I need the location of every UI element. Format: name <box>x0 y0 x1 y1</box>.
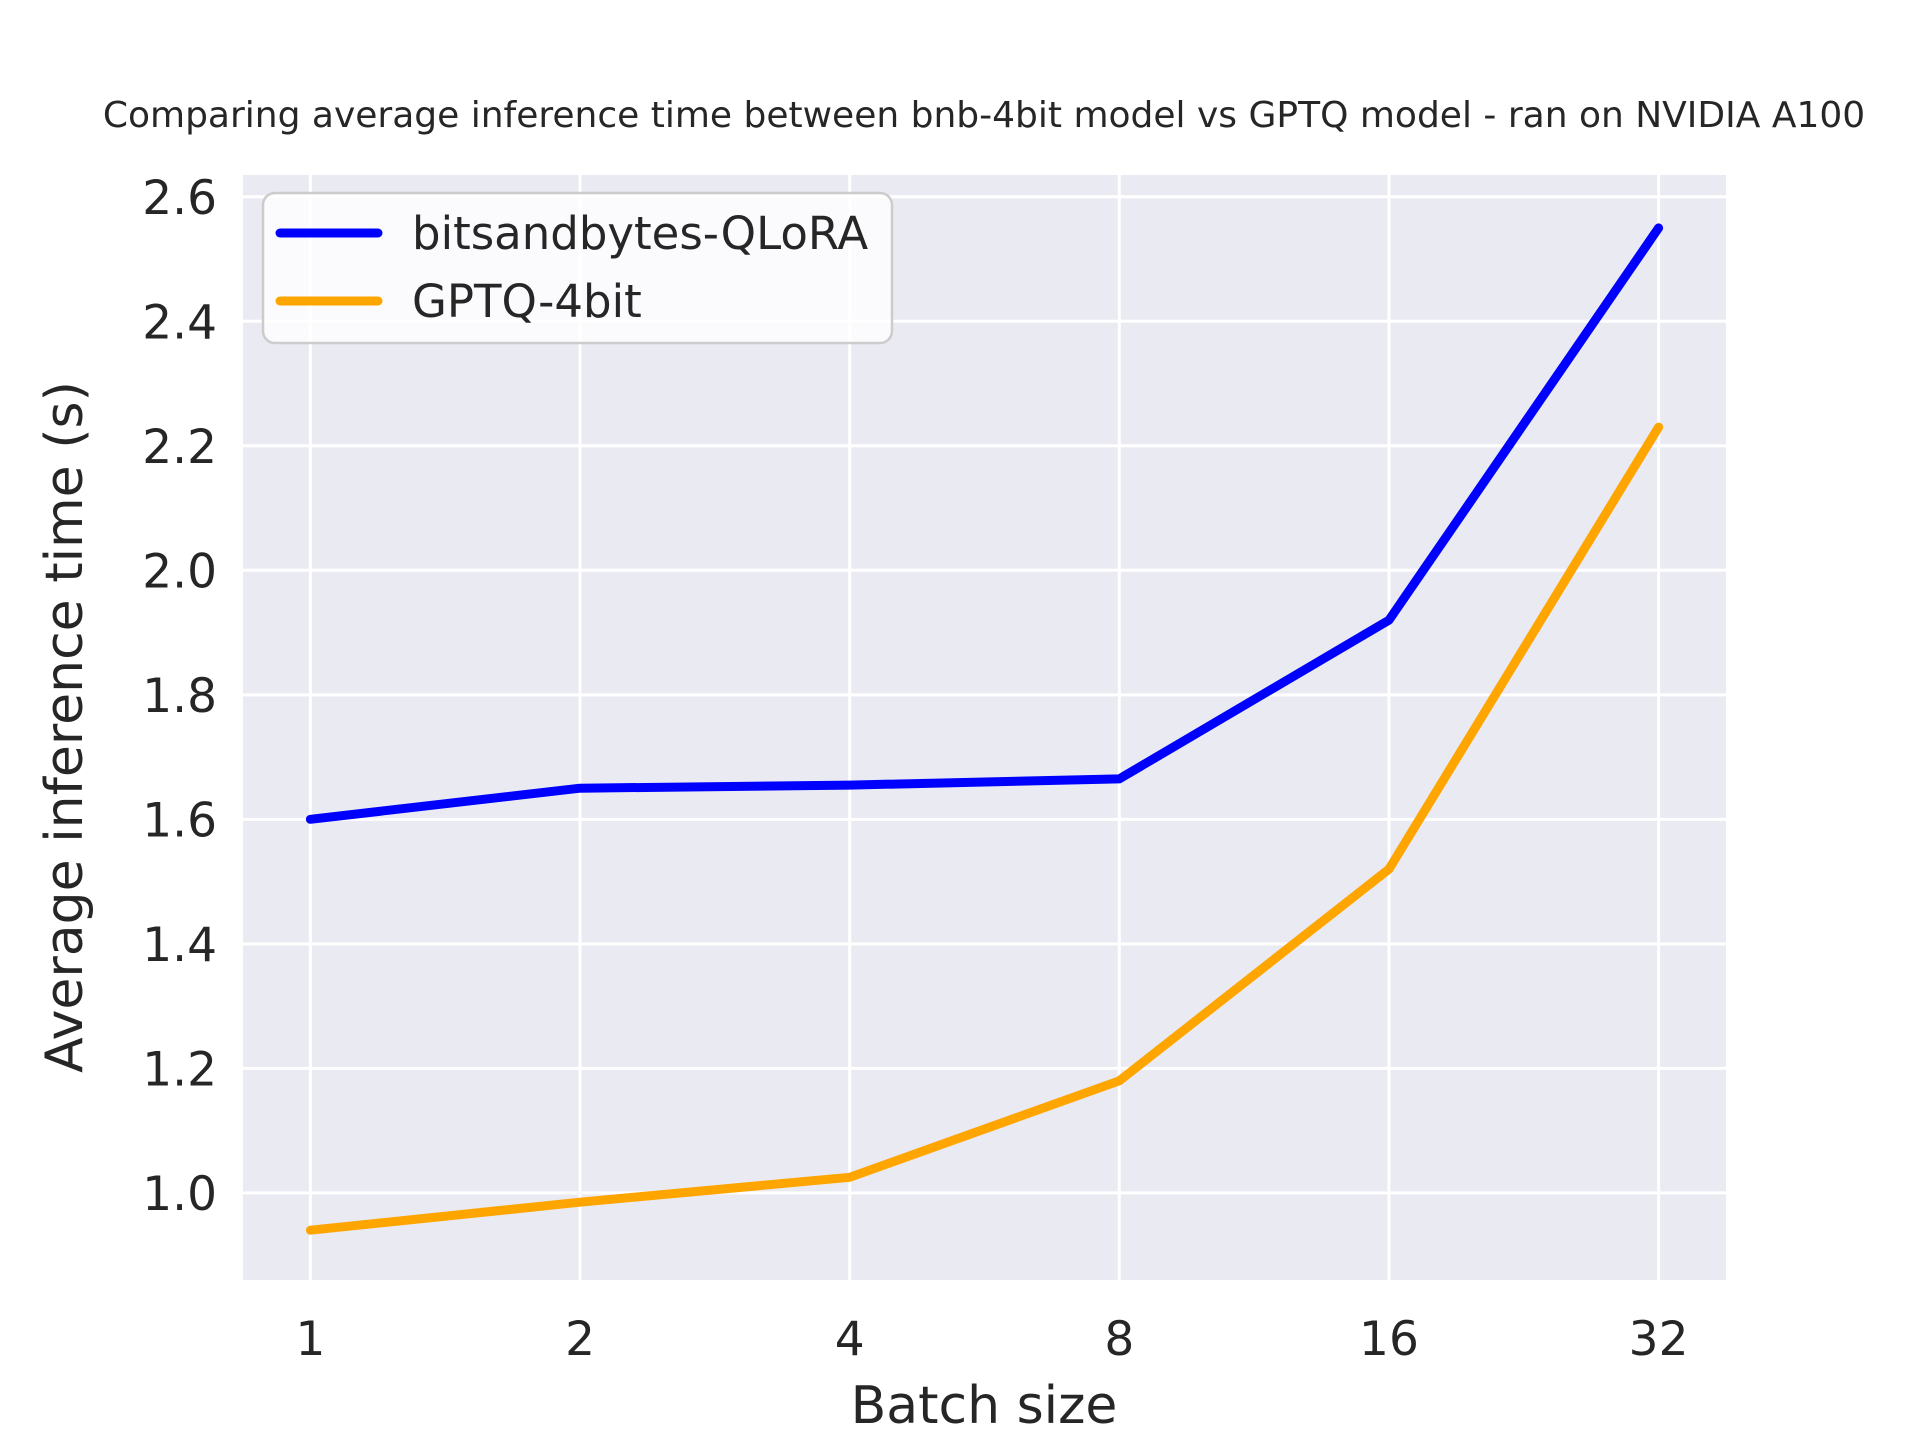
x-tick-label-4: 4 <box>835 1312 865 1367</box>
x-tick-label-32: 32 <box>1629 1312 1689 1367</box>
x-axis-label: Batch size <box>851 1376 1118 1436</box>
y-tick-label-1.4: 1.4 <box>142 918 217 973</box>
y-tick-label-2.0: 2.0 <box>142 544 217 599</box>
x-tick-label-2: 2 <box>565 1312 595 1367</box>
legend: bitsandbytes-QLoRA GPTQ-4bit <box>261 191 894 345</box>
x-tick-label-8: 8 <box>1104 1312 1134 1367</box>
legend-box <box>261 191 894 345</box>
y-tick-label-1.0: 1.0 <box>142 1167 217 1222</box>
series-lines <box>305 223 1664 1235</box>
series-line-GPTQ-4bit <box>305 422 1664 1235</box>
y-axis-label: Average inference time (s) <box>35 381 95 1073</box>
y-tick-label-1.6: 1.6 <box>142 793 217 848</box>
y-tick-label-2.4: 2.4 <box>142 295 217 350</box>
y-tick-label-1.8: 1.8 <box>142 669 217 724</box>
y-tick-label-2.2: 2.2 <box>142 420 217 475</box>
legend-item-label-bitsandbytes-QLoRA: bitsandbytes-QLoRA <box>412 207 868 260</box>
legend-item-label-GPTQ-4bit: GPTQ-4bit <box>412 275 642 328</box>
legend-items: bitsandbytes-QLoRA GPTQ-4bit <box>275 207 868 328</box>
x-tick-label-1: 1 <box>295 1312 325 1367</box>
y-tick-labels: 1.0 1.2 1.4 1.6 1.8 2.0 2.2 2.4 2.6 <box>142 171 217 1222</box>
x-tick-label-16: 16 <box>1359 1312 1419 1367</box>
series-line-bitsandbytes-QLoRA <box>305 223 1664 824</box>
chart-title: Comparing average inference time between… <box>103 95 1865 136</box>
y-tick-label-2.6: 2.6 <box>142 171 217 226</box>
x-tick-labels: 1 2 4 8 16 32 <box>295 1312 1688 1367</box>
y-tick-label-1.2: 1.2 <box>142 1042 217 1097</box>
vertical-gridlines <box>308 175 1661 1280</box>
